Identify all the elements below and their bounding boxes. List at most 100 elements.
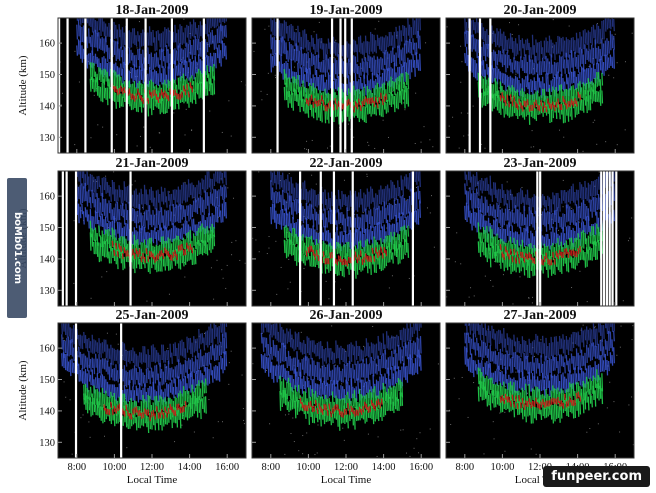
echo-streak: [513, 401, 516, 408]
echo-streak: [133, 64, 136, 81]
echo-streak: [567, 190, 570, 203]
echo-streak: [106, 71, 109, 87]
echo-streak: [327, 106, 330, 124]
echo-streak: [565, 74, 568, 85]
echo-streak: [369, 186, 372, 204]
echo-streak: [157, 373, 160, 386]
echo-streak: [597, 46, 600, 62]
echo-streak: [545, 400, 548, 407]
echo-streak: [584, 352, 587, 371]
echo-streak: [492, 204, 495, 219]
echo-streak: [400, 226, 403, 242]
echo-streak: [340, 370, 343, 383]
echo-streak: [322, 213, 325, 228]
echo-streak: [470, 212, 473, 231]
echo-streak: [597, 323, 600, 333]
echo-streak: [585, 48, 588, 60]
echo-streak: [194, 22, 197, 35]
echo-streak: [535, 108, 538, 121]
echo-streak: [347, 104, 350, 122]
echo-streak: [574, 238, 577, 251]
echo-streak: [509, 59, 512, 73]
echo-streak: [574, 192, 577, 206]
echo-streak: [296, 371, 299, 392]
noise-dot: [104, 358, 106, 360]
noise-dot: [302, 453, 304, 455]
echo-streak: [594, 328, 597, 347]
echo-streak: [123, 32, 126, 46]
echo-streak: [182, 249, 185, 256]
echo-streak: [150, 31, 153, 46]
echo-streak: [467, 323, 470, 327]
noise-dot: [311, 139, 313, 141]
echo-streak: [147, 84, 150, 101]
noise-dot: [217, 421, 219, 423]
echo-streak: [341, 398, 344, 414]
echo-streak: [287, 91, 289, 108]
echo-streak: [587, 396, 590, 411]
echo-streak: [506, 39, 509, 54]
echo-streak: [150, 367, 153, 378]
echo-streak: [125, 250, 128, 257]
echo-streak: [91, 357, 94, 369]
echo-streak: [407, 40, 410, 53]
echo-streak: [278, 191, 281, 203]
echo-streak: [354, 259, 357, 279]
echo-streak: [385, 102, 388, 114]
echo-streak: [103, 21, 106, 37]
echo-streak: [302, 80, 305, 97]
echo-streak: [157, 73, 160, 86]
echo-streak: [464, 31, 467, 47]
echo-streak: [407, 356, 410, 375]
echo-streak: [347, 263, 350, 275]
echo-streak: [191, 24, 194, 37]
echo-streak: [356, 229, 359, 249]
echo-layer: [61, 171, 246, 306]
noise-dot: [228, 383, 230, 385]
noise-dot: [578, 221, 580, 223]
echo-streak: [503, 354, 505, 366]
echo-streak: [327, 192, 330, 209]
echo-streak: [492, 49, 495, 61]
echo-streak: [293, 228, 296, 245]
echo-streak: [331, 391, 334, 410]
echo-streak: [93, 31, 95, 48]
echo-streak: [309, 41, 311, 53]
echo-streak: [358, 192, 361, 208]
echo-streak: [165, 28, 168, 44]
echo-streak: [175, 33, 178, 50]
echo-streak: [501, 353, 504, 370]
echo-streak: [172, 189, 175, 201]
echo-streak: [565, 103, 568, 110]
echo-streak: [342, 61, 345, 77]
echo-streak: [303, 254, 306, 266]
echo-streak: [359, 62, 362, 76]
echo-streak: [371, 247, 374, 255]
echo-streak: [99, 18, 102, 36]
echo-streak: [503, 96, 505, 103]
echo-streak: [177, 359, 180, 379]
echo-streak: [496, 28, 499, 46]
echo-streak: [162, 82, 165, 94]
echo-streak: [558, 216, 561, 228]
corner-watermark[interactable]: funpeer.com: [543, 466, 650, 487]
echo-streak: [152, 253, 155, 260]
echo-streak: [541, 211, 544, 225]
echo-streak: [323, 380, 326, 400]
noise-dot: [269, 423, 271, 425]
echo-streak: [333, 380, 336, 398]
echo-streak: [111, 209, 114, 220]
y-tick-label: 130: [39, 133, 55, 144]
echo-streak: [376, 251, 379, 259]
echo-streak: [131, 194, 134, 207]
echo-streak: [570, 334, 573, 352]
echo-streak: [596, 383, 599, 399]
echo-streak: [148, 54, 151, 69]
echo-streak: [310, 35, 313, 47]
echo-streak: [283, 213, 286, 228]
echo-streak: [596, 90, 599, 102]
echo-streak: [402, 179, 405, 196]
echo-streak: [84, 393, 87, 410]
echo-streak: [486, 199, 489, 213]
echo-streak: [560, 251, 563, 258]
